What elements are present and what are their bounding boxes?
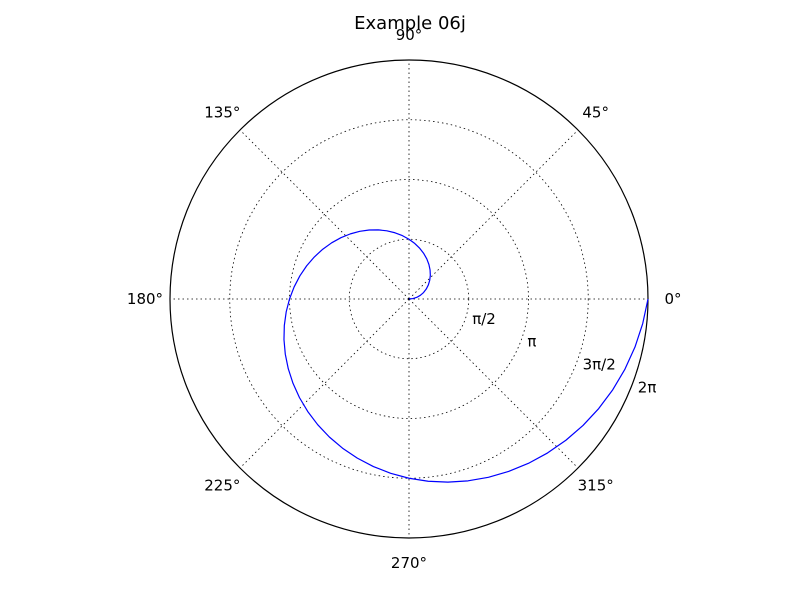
tick-labels: 0° 45° 90° 135° 180° 225° 270° 315° π/2 π 3π/2 2π	[127, 26, 682, 572]
theta-tick-label: 45°	[582, 103, 609, 121]
theta-tick-label: 0°	[664, 290, 681, 308]
theta-grid-line	[239, 298, 410, 469]
chart-title: Example 06j	[354, 13, 466, 34]
r-tick-label: π/2	[472, 310, 496, 328]
r-tick-label: π	[527, 333, 536, 351]
theta-tick-label: 225°	[204, 477, 240, 495]
series-group	[283, 229, 649, 483]
theta-tick-label: 315°	[578, 477, 614, 495]
theta-grid-line	[239, 129, 410, 300]
series-line	[283, 229, 649, 483]
theta-tick-label: 135°	[204, 103, 240, 121]
r-tick-label: 2π	[638, 378, 657, 396]
theta-tick-label: 90°	[396, 26, 423, 44]
r-tick-label: 3π/2	[583, 356, 616, 374]
theta-grid-line	[408, 298, 579, 469]
r-grid-circle	[229, 119, 589, 479]
theta-tick-label: 270°	[391, 554, 427, 572]
theta-tick-label: 180°	[127, 290, 163, 308]
theta-grid-line	[408, 129, 579, 300]
r-grid-circle	[289, 179, 529, 419]
